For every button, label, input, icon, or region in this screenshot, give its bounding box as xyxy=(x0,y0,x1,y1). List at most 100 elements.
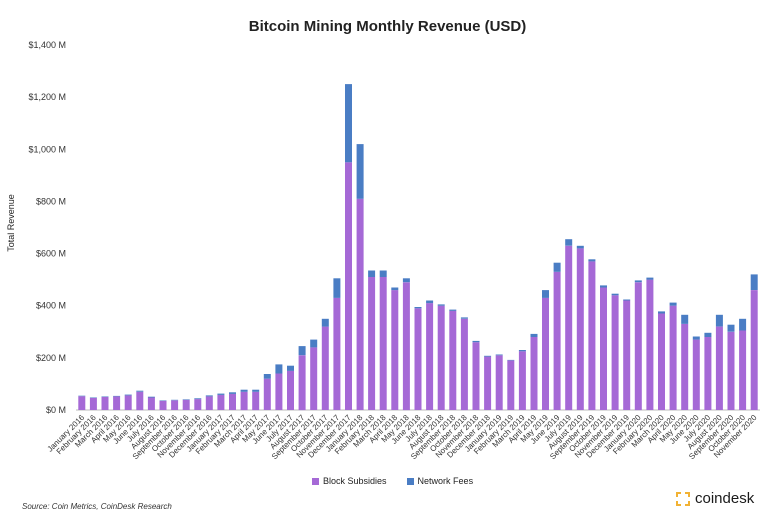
bar-block-subsidies xyxy=(460,318,468,411)
bar-network-fees xyxy=(472,340,480,343)
bar-network-fees xyxy=(194,398,202,400)
y-tick-label: $800 M xyxy=(36,196,66,206)
legend-label-block-subsidies: Block Subsidies xyxy=(323,476,387,486)
bar-network-fees xyxy=(252,389,260,392)
bar-network-fees xyxy=(565,239,573,246)
coindesk-logo: coindesk xyxy=(676,490,754,507)
y-tick-label: $600 M xyxy=(36,249,66,259)
bar-network-fees xyxy=(658,311,665,314)
bar-network-fees xyxy=(646,277,654,280)
bar-block-subsidies xyxy=(287,370,294,410)
bar-network-fees xyxy=(333,278,341,298)
bar-block-subsidies xyxy=(252,391,260,411)
bar-network-fees xyxy=(124,394,132,396)
bar-network-fees xyxy=(739,318,747,331)
bar-block-subsidies xyxy=(345,162,352,410)
bar-network-fees xyxy=(379,270,387,277)
bar-block-subsidies xyxy=(368,277,376,410)
y-tick-label: $1,200 M xyxy=(28,92,66,102)
bar-block-subsidies xyxy=(576,248,584,410)
bar-block-subsidies xyxy=(310,347,318,410)
y-tick-label: $0 M xyxy=(46,405,66,415)
legend-item-network-fees: Network Fees xyxy=(406,476,473,486)
bar-block-subsidies xyxy=(553,271,561,410)
bar-block-subsidies xyxy=(634,282,642,411)
bar-network-fees xyxy=(681,314,689,324)
bar-network-fees xyxy=(321,318,329,327)
bar-network-fees xyxy=(518,350,526,352)
bar-block-subsidies xyxy=(669,305,677,410)
bar-block-subsidies xyxy=(159,400,167,410)
bar-network-fees xyxy=(530,333,538,337)
bar-block-subsidies xyxy=(356,198,364,410)
bar-network-fees xyxy=(89,397,97,398)
bar-block-subsidies xyxy=(171,400,179,410)
bar-block-subsidies xyxy=(739,330,747,410)
bar-block-subsidies xyxy=(530,337,538,410)
bar-block-subsidies xyxy=(426,303,434,410)
bar-network-fees xyxy=(437,304,445,306)
bar-network-fees xyxy=(402,278,410,283)
bar-network-fees xyxy=(368,270,376,277)
bar-block-subsidies xyxy=(89,398,97,410)
bar-block-subsidies xyxy=(136,391,144,411)
bar-network-fees xyxy=(147,396,155,398)
bar-block-subsidies xyxy=(704,337,712,410)
bar-network-fees xyxy=(623,299,631,301)
bar-network-fees xyxy=(669,302,677,306)
legend-swatch-block-subsidies xyxy=(312,477,319,485)
bar-network-fees xyxy=(101,396,109,397)
bar-block-subsidies xyxy=(646,279,654,410)
bar-network-fees xyxy=(484,355,492,357)
bar-block-subsidies xyxy=(472,342,480,410)
bar-block-subsidies xyxy=(658,313,665,410)
bar-block-subsidies xyxy=(449,310,457,410)
bar-block-subsidies xyxy=(124,395,132,410)
bar-block-subsidies xyxy=(507,360,515,410)
bar-network-fees xyxy=(507,359,515,361)
bar-network-fees xyxy=(229,392,236,394)
bar-block-subsidies xyxy=(727,331,735,410)
bar-network-fees xyxy=(414,307,422,309)
bar-network-fees xyxy=(275,364,283,374)
bar-block-subsidies xyxy=(298,355,306,411)
bar-network-fees xyxy=(588,259,596,262)
legend-item-block-subsidies: Block Subsidies xyxy=(312,476,387,486)
y-tick-label: $400 M xyxy=(36,301,66,311)
bar-network-fees xyxy=(356,144,364,199)
bar-network-fees xyxy=(634,280,642,283)
bar-block-subsidies xyxy=(402,282,410,411)
bar-network-fees xyxy=(553,262,561,272)
bar-network-fees xyxy=(460,317,468,319)
bar-block-subsidies xyxy=(229,393,236,410)
bar-block-subsidies xyxy=(692,339,700,410)
y-tick-label: $1,000 M xyxy=(28,144,66,154)
bar-network-fees xyxy=(113,395,121,397)
bar-block-subsidies xyxy=(750,290,758,410)
bar-block-subsidies xyxy=(681,324,689,410)
bar-network-fees xyxy=(692,336,700,340)
bar-block-subsidies xyxy=(217,394,225,410)
source-note: Source: Coin Metrics, CoinDesk Research xyxy=(22,502,172,511)
bar-block-subsidies xyxy=(715,326,723,410)
bar-network-fees xyxy=(171,399,179,401)
coindesk-logo-text: coindesk xyxy=(695,490,755,507)
bar-network-fees xyxy=(715,314,723,327)
bar-network-fees xyxy=(345,84,352,163)
bar-network-fees xyxy=(611,293,619,296)
bar-block-subsidies xyxy=(414,308,422,410)
coindesk-logo-icon xyxy=(676,491,690,506)
chart-title: Bitcoin Mining Monthly Revenue (USD) xyxy=(248,18,527,35)
bar-network-fees xyxy=(704,332,712,337)
bar-network-fees xyxy=(600,285,607,288)
bar-network-fees xyxy=(391,287,399,291)
bar-network-fees xyxy=(495,354,503,356)
bar-network-fees xyxy=(542,290,549,298)
bar-block-subsidies xyxy=(542,297,549,410)
bar-block-subsidies xyxy=(240,391,248,411)
bar-block-subsidies xyxy=(600,287,607,410)
bar-block-subsidies xyxy=(78,396,86,410)
bar-network-fees xyxy=(727,324,735,332)
bar-block-subsidies xyxy=(437,305,445,410)
y-tick-label: $200 M xyxy=(36,353,66,363)
